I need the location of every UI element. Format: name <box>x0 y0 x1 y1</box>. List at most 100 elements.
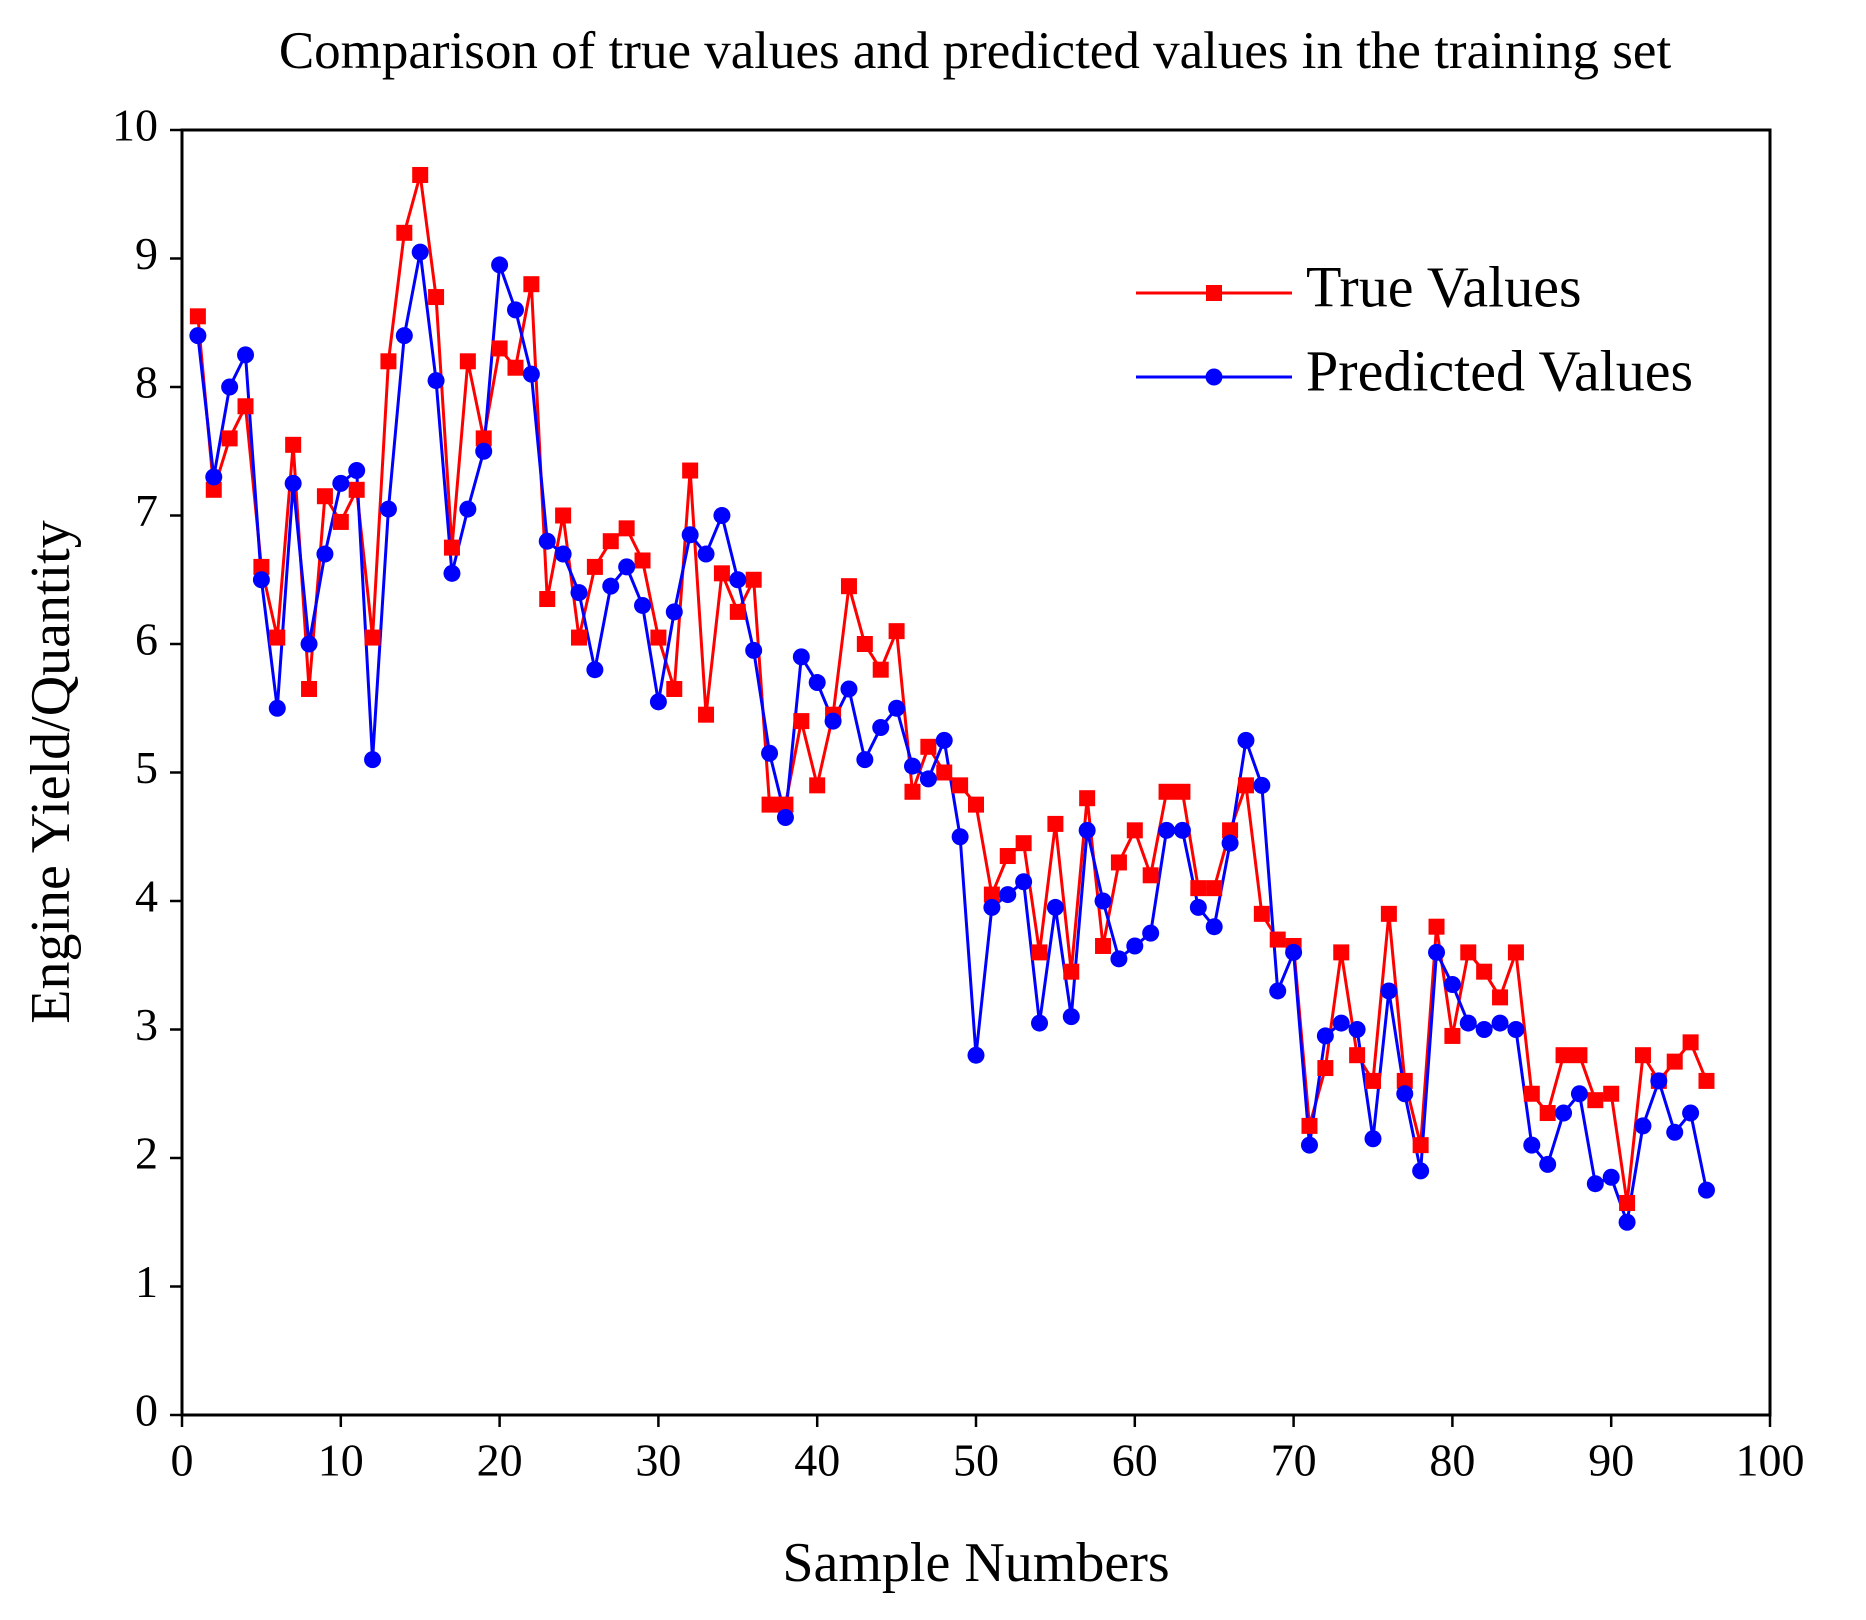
marker <box>316 488 333 505</box>
legend-label: True Values <box>1306 254 1582 319</box>
marker <box>872 661 889 678</box>
marker <box>808 674 826 692</box>
marker <box>1444 1027 1461 1044</box>
marker <box>983 886 1000 903</box>
marker <box>252 571 270 589</box>
x-tick-label: 70 <box>1271 1435 1317 1486</box>
marker <box>1126 822 1143 839</box>
marker <box>602 533 619 550</box>
marker <box>967 1046 985 1064</box>
marker <box>1317 1060 1334 1077</box>
marker <box>1110 854 1127 871</box>
marker <box>1587 1092 1604 1109</box>
marker <box>1428 918 1445 935</box>
marker <box>396 224 413 241</box>
marker <box>777 796 794 813</box>
marker <box>1332 1014 1350 1032</box>
marker <box>776 808 794 826</box>
marker <box>1269 982 1287 1000</box>
marker <box>666 680 683 697</box>
marker <box>1158 783 1175 800</box>
marker <box>221 430 238 447</box>
marker <box>1459 1014 1477 1032</box>
marker <box>1507 1021 1525 1038</box>
marker <box>920 738 937 755</box>
x-tick-label: 90 <box>1588 1435 1634 1486</box>
marker <box>761 796 778 813</box>
marker <box>1476 963 1493 980</box>
marker <box>348 481 365 498</box>
marker <box>1619 1194 1636 1211</box>
marker <box>792 648 810 666</box>
marker <box>1666 1053 1683 1070</box>
x-tick-label: 60 <box>1112 1435 1158 1486</box>
marker <box>856 751 874 769</box>
marker <box>348 462 366 480</box>
marker <box>936 764 953 781</box>
marker <box>1364 1130 1382 1148</box>
marker <box>951 828 969 846</box>
marker <box>395 327 413 345</box>
marker <box>555 507 572 524</box>
marker <box>1380 982 1398 1000</box>
marker <box>380 353 397 370</box>
marker <box>284 474 302 492</box>
marker <box>475 442 493 460</box>
marker <box>1046 898 1064 916</box>
marker <box>411 243 429 261</box>
marker <box>205 468 223 486</box>
x-tick-label: 40 <box>794 1435 840 1486</box>
marker <box>618 558 636 576</box>
marker <box>443 564 461 582</box>
marker <box>1523 1085 1540 1102</box>
marker <box>491 340 508 357</box>
marker <box>872 719 890 737</box>
marker <box>1237 731 1255 749</box>
marker <box>1269 931 1286 948</box>
x-tick-label: 10 <box>318 1435 364 1486</box>
y-tick-label: 1 <box>135 1256 158 1307</box>
marker <box>1666 1123 1684 1141</box>
marker <box>999 886 1017 904</box>
marker <box>332 474 350 492</box>
marker <box>935 731 953 749</box>
marker <box>1015 835 1032 852</box>
legend-label: Predicted Values <box>1306 338 1693 403</box>
marker <box>1333 944 1350 961</box>
marker <box>1396 1072 1413 1089</box>
marker <box>1539 1105 1556 1122</box>
marker <box>1126 937 1144 955</box>
marker <box>1031 1014 1049 1032</box>
marker <box>1222 822 1239 839</box>
marker <box>459 500 477 518</box>
marker <box>1396 1085 1414 1103</box>
marker <box>1618 1213 1636 1231</box>
marker <box>713 565 730 582</box>
marker <box>506 301 524 319</box>
marker <box>903 757 921 775</box>
marker <box>586 661 604 679</box>
marker <box>221 378 239 396</box>
marker <box>1205 918 1223 936</box>
marker <box>697 545 715 563</box>
marker <box>840 578 857 595</box>
marker <box>1174 783 1191 800</box>
marker <box>539 591 556 608</box>
marker <box>285 436 302 453</box>
marker <box>729 571 747 589</box>
marker <box>268 699 286 717</box>
marker <box>1206 880 1223 897</box>
marker <box>1301 1117 1318 1134</box>
marker <box>1697 1181 1715 1199</box>
marker <box>189 327 207 345</box>
marker <box>1555 1104 1573 1122</box>
x-tick-label: 80 <box>1429 1435 1475 1486</box>
marker <box>824 712 842 730</box>
y-tick-label: 9 <box>135 228 158 279</box>
marker <box>1110 950 1128 968</box>
marker <box>443 539 460 556</box>
marker <box>1285 943 1303 961</box>
marker <box>919 770 937 788</box>
